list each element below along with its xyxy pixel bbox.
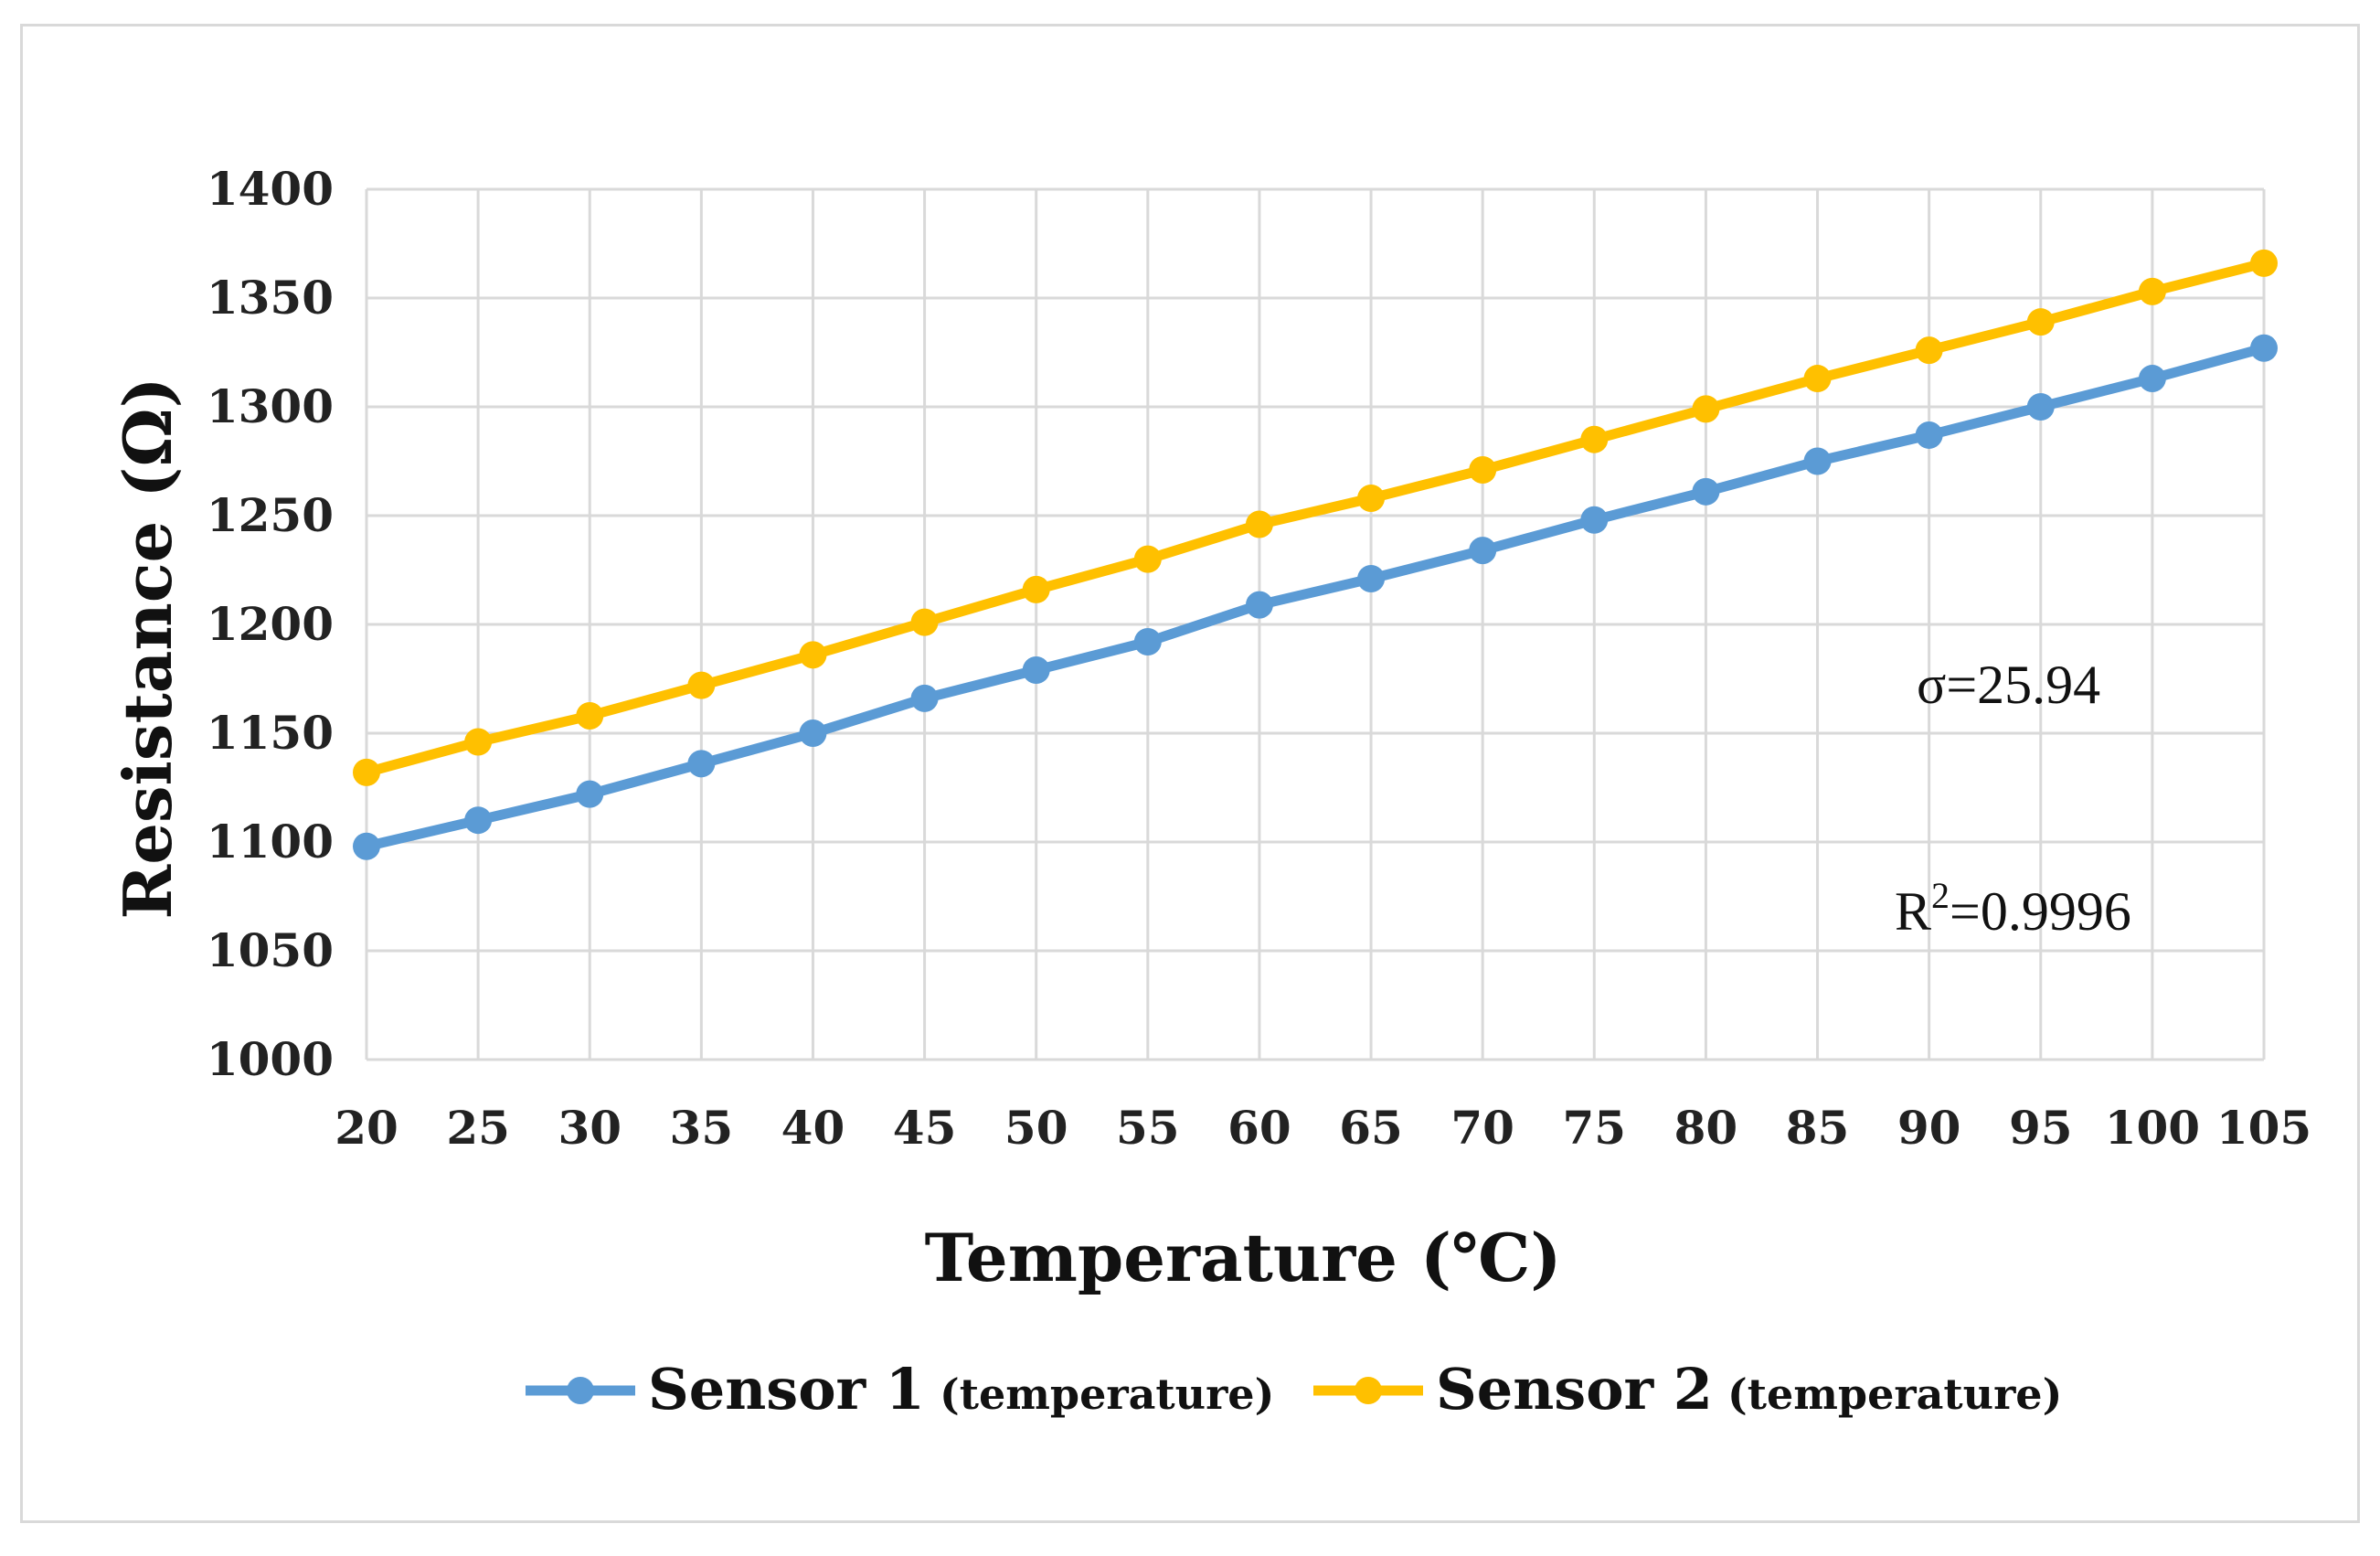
series-sensor-1	[353, 334, 2278, 860]
y-tick-label-1050: 1050	[207, 923, 334, 977]
data-point-sensor-2-65	[1357, 484, 1386, 512]
x-tick-label-60: 60	[1227, 1101, 1291, 1155]
data-point-sensor-1-100	[2138, 365, 2166, 393]
data-point-sensor-1-90	[1915, 421, 1943, 449]
legend-swatch-marker-sensor-1	[567, 1377, 594, 1404]
y-tick-label-1100: 1100	[207, 815, 334, 869]
data-point-sensor-2-20	[353, 758, 380, 786]
x-tick-label-35: 35	[670, 1101, 734, 1155]
x-tick-label-100: 100	[2105, 1101, 2200, 1155]
data-point-sensor-2-105	[2250, 249, 2278, 277]
data-point-sensor-1-105	[2250, 334, 2278, 362]
x-tick-label-105: 105	[2216, 1101, 2311, 1155]
data-point-sensor-2-40	[799, 641, 827, 669]
data-point-sensor-2-70	[1469, 456, 1497, 485]
x-tick-label-95: 95	[2009, 1101, 2073, 1155]
data-point-sensor-2-75	[1580, 425, 1609, 453]
x-tick-label-65: 65	[1339, 1101, 1403, 1155]
x-tick-label-55: 55	[1116, 1101, 1180, 1155]
x-tick-label-40: 40	[781, 1101, 845, 1155]
legend-name-sensor-1: Sensor 1	[648, 1356, 925, 1423]
data-point-sensor-1-30	[576, 780, 604, 808]
data-point-sensor-2-45	[910, 608, 939, 636]
y-tick-label-1350: 1350	[207, 271, 334, 325]
data-point-sensor-2-90	[1915, 336, 1943, 365]
legend-label-sensor-2: Sensor 2 (temperature)	[1436, 1356, 2062, 1423]
series-layer	[353, 249, 2278, 860]
data-point-sensor-2-100	[2138, 277, 2166, 305]
chart-frame: 1000 1050 1100 1150 1200 1250 1300 1350 1400 20 2…	[20, 24, 2360, 1523]
data-point-sensor-1-70	[1469, 537, 1497, 565]
data-point-sensor-2-50	[1022, 575, 1050, 603]
y-tick-label-1400: 1400	[207, 162, 334, 216]
y-axis-title: Resistance (Ω)	[109, 377, 186, 919]
data-point-sensor-1-85	[1803, 447, 1832, 475]
series-line-sensor-2	[361, 258, 2269, 778]
r2-label: R	[1895, 881, 1931, 942]
data-point-sensor-1-35	[687, 750, 716, 778]
x-tick-label-85: 85	[1786, 1101, 1850, 1155]
data-point-sensor-1-95	[2026, 393, 2055, 421]
x-tick-label-25: 25	[446, 1101, 510, 1155]
data-point-sensor-2-30	[576, 701, 604, 730]
data-point-sensor-1-60	[1245, 591, 1273, 619]
data-point-sensor-1-65	[1357, 565, 1386, 593]
y-axis-ticks: 1000 1050 1100 1150 1200 1250 1300 1350 1400	[207, 162, 334, 1086]
y-tick-label-1250: 1250	[207, 488, 334, 542]
x-tick-label-20: 20	[335, 1101, 398, 1155]
x-tick-label-30: 30	[558, 1101, 622, 1155]
x-tick-label-75: 75	[1562, 1101, 1626, 1155]
r2-annotation: R2=0.9996	[1895, 875, 2131, 942]
x-axis-ticks: 20 25 30 35 40 45 50 55 60 65 70 75 80 85 90 95 100 105	[335, 1101, 2311, 1155]
r2-superscript: 2	[1931, 875, 1950, 916]
legend-label-sensor-1: Sensor 1 (temperature)	[648, 1356, 1274, 1423]
data-point-sensor-2-95	[2026, 308, 2055, 336]
data-point-sensor-1-45	[910, 684, 939, 712]
x-axis-title: Temperature (℃)	[925, 1219, 1562, 1296]
series-sensor-2	[353, 249, 2278, 786]
data-point-sensor-1-75	[1580, 506, 1609, 534]
series-line-sensor-1	[361, 343, 2269, 852]
r2-value: =0.9996	[1950, 881, 2131, 942]
legend: Sensor 1 (temperature) Sensor 2 (temperatu…	[526, 1356, 2062, 1423]
legend-name-sensor-2: Sensor 2	[1436, 1356, 1713, 1423]
legend-qualifier-sensor-1: (temperature)	[940, 1369, 1274, 1419]
data-point-sensor-2-55	[1133, 545, 1162, 573]
data-point-sensor-1-80	[1692, 477, 1720, 506]
data-point-sensor-2-25	[464, 728, 493, 756]
data-point-sensor-2-85	[1803, 365, 1832, 393]
legend-entry-sensor-2: Sensor 2 (temperature)	[1313, 1356, 2062, 1423]
data-point-sensor-1-20	[353, 832, 380, 860]
data-point-sensor-1-55	[1133, 628, 1162, 656]
legend-qualifier-sensor-2: (temperature)	[1727, 1369, 2062, 1419]
y-tick-label-1150: 1150	[207, 706, 334, 760]
data-point-sensor-2-60	[1245, 510, 1273, 538]
data-point-sensor-1-40	[799, 719, 827, 747]
x-tick-label-90: 90	[1897, 1101, 1961, 1155]
legend-entry-sensor-1: Sensor 1 (temperature)	[526, 1356, 1274, 1423]
legend-swatch-marker-sensor-2	[1355, 1377, 1382, 1404]
sigma-annotation: σ=25.94	[1917, 655, 2100, 715]
x-tick-label-70: 70	[1450, 1101, 1514, 1155]
y-tick-label-1000: 1000	[207, 1032, 334, 1086]
data-point-sensor-1-25	[464, 806, 493, 835]
data-point-sensor-1-50	[1022, 655, 1050, 684]
x-tick-label-50: 50	[1004, 1101, 1068, 1155]
x-tick-label-80: 80	[1674, 1101, 1738, 1155]
x-tick-label-45: 45	[893, 1101, 957, 1155]
y-tick-label-1300: 1300	[207, 379, 334, 433]
data-point-sensor-2-80	[1692, 395, 1720, 423]
y-tick-label-1200: 1200	[207, 597, 334, 651]
data-point-sensor-2-35	[687, 671, 716, 699]
